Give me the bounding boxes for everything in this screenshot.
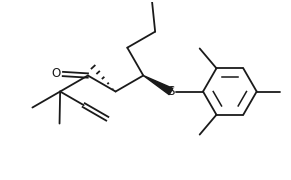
Polygon shape <box>143 76 173 95</box>
Text: S: S <box>168 85 175 98</box>
Text: O: O <box>52 68 61 80</box>
